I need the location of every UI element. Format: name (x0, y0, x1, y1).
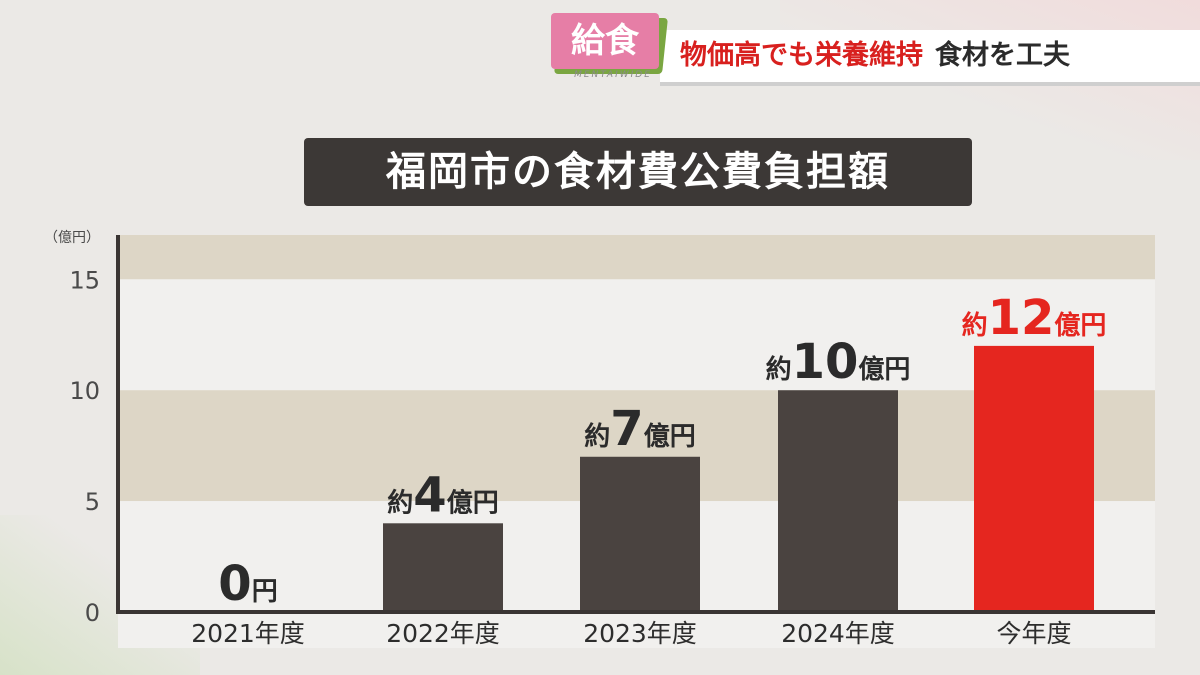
data-label: 約12億円 (962, 290, 1107, 346)
bar (383, 523, 503, 612)
news-headline: 物価高でも栄養維持 食材を工夫 (680, 30, 1070, 82)
bar (778, 390, 898, 612)
program-logo-text: MENTAIWIDE (574, 70, 652, 80)
x-category-label: 2024年度 (781, 619, 895, 648)
x-category-label: 今年度 (996, 619, 1071, 648)
headline-dark: 食材を工夫 (935, 40, 1070, 71)
x-category-label: 2022年度 (386, 619, 500, 648)
data-label: 0円 (218, 556, 277, 612)
x-category-label: 2021年度 (191, 619, 305, 648)
y-axis-unit: （億円） (44, 230, 100, 246)
y-tick-label: 15 (69, 266, 100, 294)
y-tick-label: 0 (85, 599, 100, 627)
chart-title: 福岡市の食材費公費負担額 (304, 138, 972, 206)
y-tick-label: 10 (69, 377, 100, 405)
y-tick-label: 5 (85, 488, 100, 516)
data-label: 約10億円 (766, 334, 911, 390)
data-label: 約4億円 (387, 467, 498, 523)
headline-red: 物価高でも栄養維持 (680, 40, 923, 71)
grid-band (118, 235, 1155, 280)
data-label: 約7億円 (584, 401, 695, 457)
topic-tag: 給食 (551, 13, 659, 69)
x-category-label: 2023年度 (583, 619, 697, 648)
news-ticker-bar (660, 30, 1200, 86)
bar (580, 456, 700, 612)
bar (974, 345, 1094, 612)
